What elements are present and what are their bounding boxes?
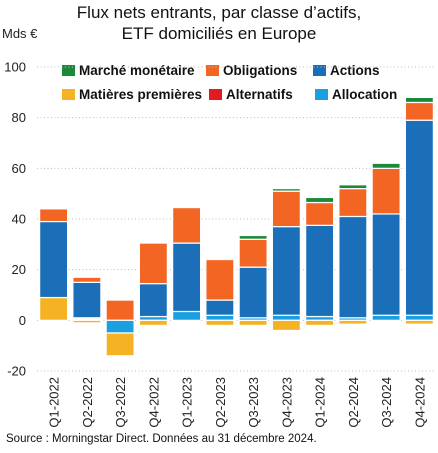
x-tick-label: Q3-2024 bbox=[379, 377, 394, 428]
y-axis-unit: Mds € bbox=[2, 26, 38, 41]
bar-segment bbox=[138, 319, 168, 327]
bar-segment bbox=[271, 314, 301, 321]
bar-segment bbox=[338, 184, 368, 190]
bar-segment bbox=[404, 96, 434, 104]
bar-segment bbox=[72, 281, 102, 319]
legend-swatch bbox=[62, 65, 75, 76]
bar-segment bbox=[371, 314, 401, 321]
bar-segment bbox=[205, 319, 235, 327]
x-tick-label: Q1-2024 bbox=[313, 377, 328, 428]
bar-segment bbox=[238, 319, 268, 327]
source-note: Source : Morningstar Direct. Données au … bbox=[6, 433, 317, 445]
x-tick-label: Q3-2022 bbox=[113, 377, 128, 428]
bar-segment bbox=[205, 299, 235, 316]
legend-label: Alternatifs bbox=[226, 87, 293, 102]
bar-segment bbox=[305, 196, 335, 204]
legend-label: Matières premières bbox=[79, 87, 203, 102]
bar-segment bbox=[404, 119, 434, 316]
bar-segment bbox=[404, 314, 434, 321]
legend-label: Allocation bbox=[332, 87, 398, 102]
chart-title-line-2: ETF domiciliés en Europe bbox=[121, 24, 317, 43]
chart-title: Flux nets entrants, par classe d’actifs,… bbox=[0, 2, 438, 44]
bar-segment bbox=[338, 319, 368, 325]
y-tick-label: 20 bbox=[12, 262, 26, 277]
bar-segment bbox=[105, 299, 135, 321]
legend-swatch bbox=[62, 89, 75, 100]
bar-segment bbox=[138, 242, 168, 285]
legend-swatch bbox=[209, 89, 222, 100]
bar-segment bbox=[172, 310, 202, 321]
bar-segment bbox=[39, 220, 69, 299]
bar-segment bbox=[404, 101, 434, 121]
y-tick-label: 80 bbox=[12, 110, 26, 125]
x-tick-label: Q1-2023 bbox=[180, 377, 195, 428]
bar-segment bbox=[271, 190, 301, 228]
x-tick-label: Q4-2023 bbox=[279, 377, 294, 428]
legend-swatch bbox=[313, 65, 326, 76]
legend-item-alternatifs: Alternatifs bbox=[209, 87, 293, 102]
bar-segment bbox=[338, 188, 368, 218]
y-tick-label: 0 bbox=[19, 313, 26, 328]
bar-segment bbox=[238, 266, 268, 319]
bar-segment bbox=[404, 319, 434, 325]
x-tick-label: Q2-2022 bbox=[80, 377, 95, 428]
bar-segment bbox=[271, 226, 301, 316]
bar-segment bbox=[105, 319, 135, 334]
bar-segment bbox=[105, 332, 135, 357]
bar-segment bbox=[271, 188, 301, 192]
bar-segment bbox=[39, 296, 69, 321]
bar-segment bbox=[238, 234, 268, 240]
bar-segment bbox=[138, 283, 168, 318]
bar-segment bbox=[271, 319, 301, 332]
bar-segment bbox=[172, 242, 202, 313]
y-tick-label: -20 bbox=[7, 364, 26, 379]
legend-item-allocation: Allocation bbox=[315, 87, 397, 102]
bar-segment bbox=[39, 208, 69, 223]
bar-segment bbox=[172, 207, 202, 244]
bar-segment bbox=[371, 162, 401, 169]
x-tick-label: Q4-2024 bbox=[412, 377, 427, 428]
chart-title-line-1: Flux nets entrants, par classe d’actifs, bbox=[76, 3, 362, 22]
bar-segment bbox=[205, 258, 235, 301]
bar-segment bbox=[72, 319, 102, 324]
bar-segment bbox=[205, 314, 235, 321]
bar-segment bbox=[371, 167, 401, 215]
y-tick-label: 100 bbox=[4, 60, 26, 75]
bar-segment bbox=[72, 276, 102, 283]
legend-swatch bbox=[315, 89, 328, 100]
x-tick-label: Q2-2023 bbox=[213, 377, 228, 428]
y-tick-label: 60 bbox=[12, 161, 26, 176]
bar-segment bbox=[338, 215, 368, 319]
bar-segment bbox=[371, 213, 401, 316]
bar-segment bbox=[305, 224, 335, 318]
bar-segment bbox=[305, 201, 335, 226]
x-tick-label: Q3-2023 bbox=[246, 377, 261, 428]
x-tick-label: Q2-2024 bbox=[346, 377, 361, 428]
y-tick-label: 40 bbox=[12, 212, 26, 227]
legend-item-matieres-premieres: Matières premières bbox=[62, 87, 202, 102]
x-tick-label: Q1-2022 bbox=[47, 377, 62, 428]
legend-swatch bbox=[206, 65, 219, 76]
bar-segment bbox=[305, 319, 335, 327]
x-tick-label: Q4-2022 bbox=[146, 377, 161, 428]
bar-segment bbox=[238, 238, 268, 268]
